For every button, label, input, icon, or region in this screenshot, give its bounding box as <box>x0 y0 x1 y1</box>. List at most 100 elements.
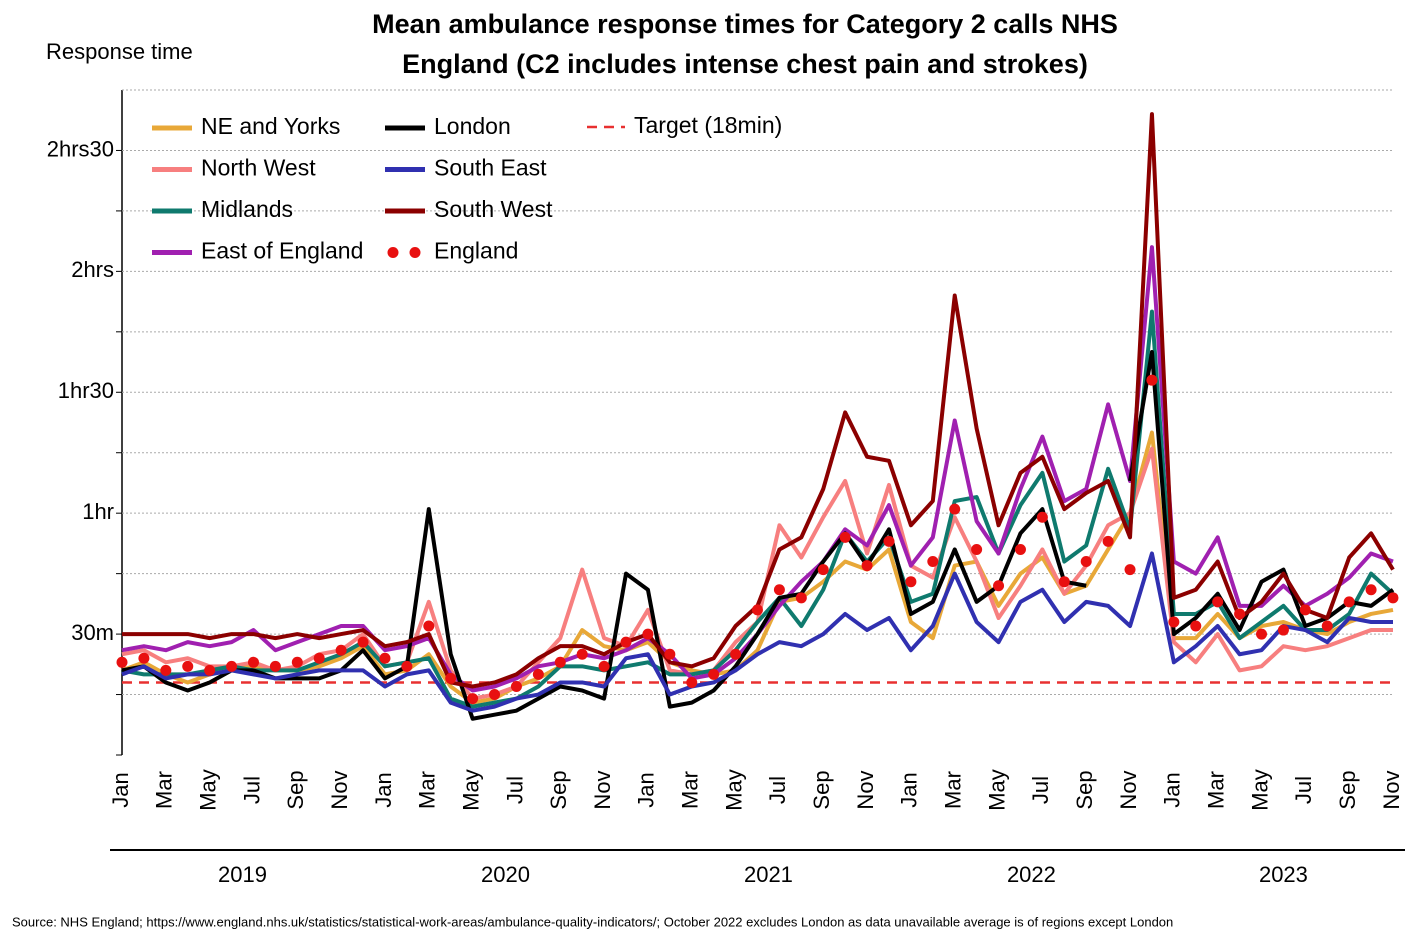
legend-label: NE and Yorks <box>201 113 340 139</box>
x-tick-label: Sep <box>283 770 308 809</box>
data-point <box>752 604 763 616</box>
data-point <box>401 660 413 672</box>
x-tick-label: Mar <box>1204 771 1229 809</box>
data-point <box>620 636 632 648</box>
x-tick-label: May <box>458 769 483 811</box>
data-point <box>642 628 654 640</box>
y-tick-label: 2hrs <box>71 257 114 282</box>
data-point <box>1299 604 1311 616</box>
x-tick-label: Jan <box>108 772 133 807</box>
data-point <box>927 556 939 568</box>
data-point <box>1146 374 1158 386</box>
data-point <box>226 660 238 672</box>
data-point <box>730 648 742 660</box>
year-label: 2020 <box>481 862 530 887</box>
data-point <box>1321 620 1333 632</box>
x-tick-label: Mar <box>152 771 177 809</box>
data-point <box>510 680 522 692</box>
data-point <box>467 693 479 705</box>
data-point <box>1080 556 1092 568</box>
data-point <box>379 652 391 664</box>
x-tick-label: Jul <box>1291 776 1316 804</box>
data-point <box>1124 564 1136 576</box>
year-label: 2022 <box>1007 862 1056 887</box>
legend-swatch <box>409 247 421 258</box>
data-point <box>949 503 961 515</box>
x-tick-label: Mar <box>678 771 703 809</box>
y-tick-label: 1hr30 <box>58 378 114 403</box>
data-point <box>883 535 895 547</box>
data-point <box>1365 584 1377 596</box>
legend-label: London <box>434 113 511 139</box>
data-point <box>905 576 917 588</box>
data-point <box>335 644 347 656</box>
x-tick-label: Sep <box>1335 770 1360 809</box>
legend-label: North West <box>201 155 316 181</box>
series-line <box>121 430 1394 705</box>
data-point <box>1387 592 1399 604</box>
data-point <box>1168 616 1180 628</box>
y-tick-label: 30m <box>71 620 114 645</box>
data-point <box>1102 535 1114 547</box>
data-point <box>445 672 457 684</box>
x-tick-label: Nov <box>853 770 878 809</box>
data-point <box>1058 576 1070 588</box>
data-point <box>576 648 588 660</box>
x-tick-label: Nov <box>590 770 615 809</box>
year-label: 2019 <box>218 862 267 887</box>
x-tick-label: May <box>721 769 746 811</box>
legend-label: Midlands <box>201 196 293 222</box>
x-tick-label: Mar <box>941 771 966 809</box>
x-tick-label: May <box>1247 769 1272 811</box>
data-point <box>971 543 983 555</box>
y-axis-label: Response time <box>46 39 193 64</box>
x-tick-label: May <box>984 769 1009 811</box>
chart-title: England (C2 includes intense chest pain … <box>402 49 1088 79</box>
data-point <box>138 652 150 664</box>
legend-swatch <box>387 247 399 258</box>
x-tick-label: Jan <box>634 772 659 807</box>
data-point <box>1343 596 1355 608</box>
x-tick-label: Nov <box>1116 770 1141 809</box>
data-point <box>839 531 851 543</box>
data-point <box>489 689 501 701</box>
x-tick-label: Sep <box>1072 770 1097 809</box>
legend-label: East of England <box>201 238 363 264</box>
data-point <box>1190 620 1202 632</box>
year-label: 2021 <box>744 862 793 887</box>
x-tick-label: Jan <box>371 772 396 807</box>
series-line <box>121 309 1395 709</box>
x-tick-label: Jan <box>897 772 922 807</box>
source-note: Source: NHS England; https://www.england… <box>12 914 1173 929</box>
legend-label: Target (18min) <box>634 112 782 138</box>
x-tick-label: Jul <box>239 776 264 804</box>
data-point <box>686 676 698 688</box>
series-line <box>122 112 1395 689</box>
data-point <box>1014 543 1026 555</box>
y-tick-label: 2hrs30 <box>47 136 114 161</box>
legend-label: England <box>434 238 518 264</box>
data-point <box>664 648 676 660</box>
x-tick-label: Sep <box>546 770 571 809</box>
x-tick-label: Nov <box>1379 770 1404 809</box>
data-point <box>861 560 873 572</box>
series-line <box>121 551 1393 713</box>
data-point <box>532 668 544 680</box>
data-point <box>182 660 194 672</box>
data-point <box>1256 628 1268 640</box>
data-point <box>1234 608 1246 620</box>
data-point <box>291 656 303 668</box>
x-tick-label: Jul <box>502 776 527 804</box>
data-point <box>116 656 128 668</box>
x-tick-label: Jan <box>1160 772 1185 807</box>
x-tick-label: Jul <box>1028 776 1053 804</box>
x-tick-label: Jul <box>765 776 790 804</box>
data-point <box>1212 596 1224 608</box>
data-point <box>554 656 566 668</box>
y-tick-label: 1hr <box>82 499 114 524</box>
legend-label: South East <box>434 155 547 181</box>
data-point <box>1277 624 1289 636</box>
data-point <box>993 580 1005 592</box>
legend-label: South West <box>434 196 553 222</box>
